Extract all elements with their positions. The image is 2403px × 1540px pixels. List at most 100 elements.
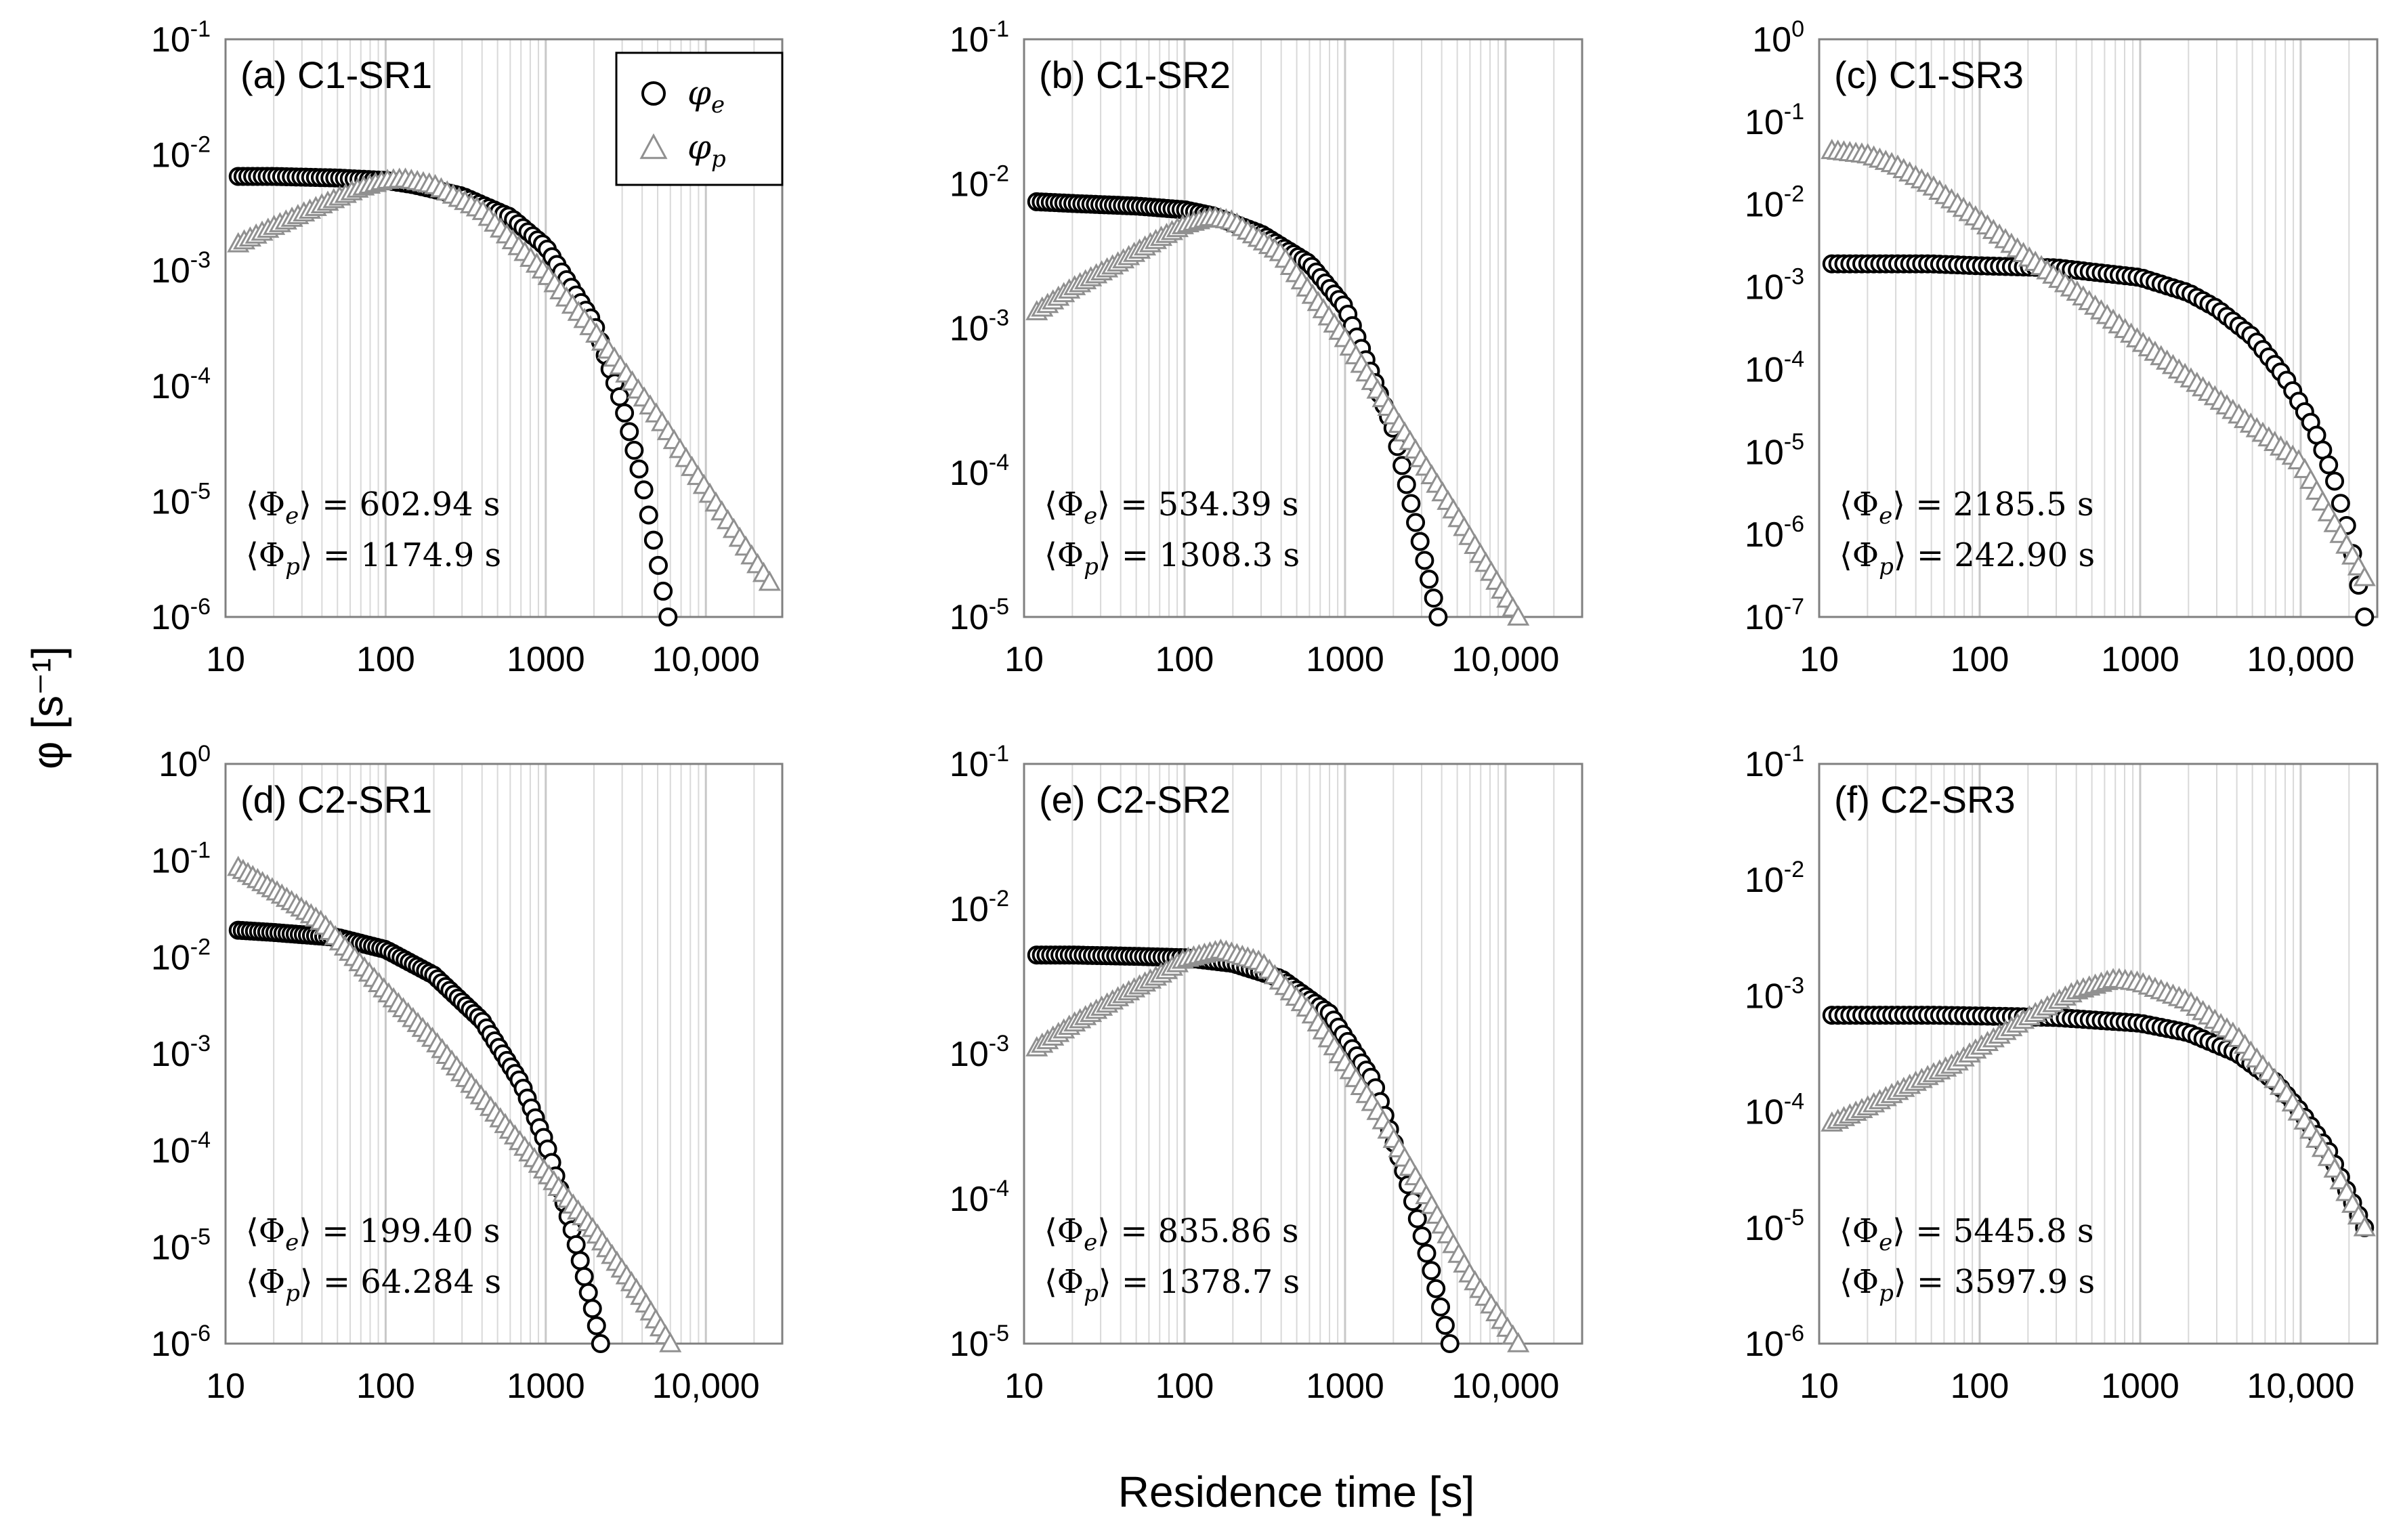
y-tick-label: 10-3 [950, 1031, 1009, 1074]
series-phi-p [227, 855, 682, 1352]
x-tick-label: 10,000 [652, 1367, 760, 1406]
chart-panel-6: 10 100 1000 10,000 10-6 10-5 10-4 10-3 10-2 10-1 (… [1745, 741, 2379, 1406]
data-point-phi-e [1397, 475, 1416, 494]
data-point-phi-e [578, 1283, 598, 1302]
data-point-phi-e [1407, 1209, 1427, 1228]
y-tick-label: 10-3 [1745, 972, 1804, 1016]
data-point-phi-e [1428, 607, 1448, 626]
mean-annotation-p: ⟨Φp⟩ = 64.284 s [246, 1263, 501, 1307]
mean-annotation-p: ⟨Φp⟩ = 3597.9 s [1840, 1263, 2095, 1307]
data-point-phi-e [1417, 1243, 1437, 1263]
x-tick-label: 1000 [2101, 640, 2179, 679]
x-tick-label: 1000 [1306, 640, 1384, 679]
series-phi-p [1821, 968, 2376, 1237]
data-point-phi-e [1426, 1279, 1446, 1298]
y-tick-label: 10-4 [151, 1128, 211, 1171]
legend-label-phi_e: φe [687, 73, 725, 119]
x-tick-label: 10 [1800, 640, 1839, 679]
x-tick-label: 1000 [507, 640, 585, 679]
chart-panel-4: 10 100 1000 10,000 10-6 10-5 10-4 10-3 10-2 10-1 1… [151, 741, 784, 1406]
y-tick-label: 10-2 [1745, 857, 1804, 900]
data-point-phi-p [1507, 605, 1530, 626]
data-point-phi-e [582, 1299, 602, 1319]
legend-label-phi_p: φp [687, 127, 726, 173]
y-tick-label: 10-2 [950, 161, 1009, 204]
y-tick-label: 10-3 [151, 247, 211, 291]
panel-title: (a) C1-SR1 [240, 54, 432, 96]
y-tick-label: 10-2 [1745, 181, 1804, 225]
data-point-phi-p [2353, 565, 2376, 586]
x-tick-label: 100 [356, 1367, 415, 1406]
x-tick-label: 10,000 [1451, 1367, 1559, 1406]
mean-annotation-e: ⟨Φe⟩ = 835.86 s [1044, 1212, 1299, 1256]
y-tick-label: 10-6 [1745, 1321, 1804, 1364]
data-point-phi-e [1392, 456, 1412, 475]
chart-panel-3: 10 100 1000 10,000 10-7 10-6 10-5 10-4 10-3 10-2 1… [1745, 16, 2379, 679]
data-point-phi-e [2325, 471, 2345, 491]
plot-frame [1818, 763, 2379, 1345]
legend-box [615, 51, 784, 186]
data-point-phi-p [2353, 1216, 2376, 1237]
x-tick-label: 1000 [507, 1367, 585, 1406]
data-point-phi-e [629, 459, 649, 479]
y-axis-title: φ [s⁻¹] [23, 646, 72, 769]
plot-frame [1023, 763, 1583, 1345]
x-tick-label: 10,000 [2247, 1367, 2354, 1406]
legend: φe φp [615, 51, 784, 186]
y-tick-label: 10-5 [1745, 1205, 1804, 1248]
data-point-phi-e [1422, 1261, 1441, 1281]
x-tick-label: 1000 [2101, 1367, 2179, 1406]
y-tick-label: 10-1 [950, 741, 1009, 784]
data-point-phi-e [1440, 1334, 1460, 1353]
data-point-phi-e [2331, 494, 2350, 513]
plot-frame [1818, 38, 2379, 618]
data-point-phi-e [1415, 551, 1434, 570]
x-tick-label: 10 [206, 1367, 245, 1406]
y-tick-label: 10-3 [151, 1031, 211, 1074]
series-phi-p [1821, 139, 2376, 586]
legend-circle-icon [641, 81, 666, 106]
data-point-phi-e [649, 555, 668, 575]
data-point-phi-e [570, 1251, 590, 1270]
y-tick-label: 10-5 [151, 478, 211, 521]
x-tick-label: 100 [1155, 1367, 1214, 1406]
mean-annotation-p: ⟨Φp⟩ = 242.90 s [1840, 536, 2095, 580]
data-point-phi-p [659, 1331, 682, 1352]
y-tick-label: 10-6 [151, 1321, 211, 1364]
y-tick-label: 10-2 [151, 132, 211, 175]
y-tick-label: 10-1 [151, 838, 211, 881]
data-point-phi-e [1424, 589, 1443, 608]
panel-title: (b) C1-SR2 [1039, 54, 1231, 96]
mean-annotation-e: ⟨Φe⟩ = 2185.5 s [1840, 486, 2094, 530]
y-tick-label: 10-5 [950, 1321, 1009, 1364]
data-point-phi-e [658, 607, 678, 626]
y-tick-label: 100 [158, 741, 211, 784]
data-point-phi-e [639, 505, 658, 525]
data-point-phi-e [587, 1316, 606, 1335]
y-tick-label: 10-4 [1745, 1089, 1804, 1132]
data-point-phi-e [2319, 455, 2339, 475]
data-point-phi-e [610, 387, 629, 406]
x-tick-label: 100 [1155, 640, 1214, 679]
y-tick-label: 10-1 [151, 16, 211, 60]
series-phi-p [1025, 938, 1530, 1352]
data-point-phi-e [654, 581, 673, 601]
series-phi-p [227, 167, 781, 591]
panel-title: (e) C2-SR2 [1039, 778, 1231, 821]
mean-annotation-e: ⟨Φe⟩ = 602.94 s [246, 486, 501, 530]
x-tick-label: 100 [356, 640, 415, 679]
data-point-phi-e [1420, 570, 1439, 589]
data-point-phi-e [1406, 513, 1426, 532]
data-point-phi-e [591, 1334, 610, 1353]
y-tick-label: 10-1 [950, 16, 1009, 60]
y-tick-label: 10-3 [950, 305, 1009, 349]
y-tick-label: 10-7 [1745, 594, 1804, 637]
y-tick-label: 10-4 [151, 363, 211, 406]
panels: 10 100 1000 10,000 10-6 10-5 10-4 10-3 10-2 10-1 (… [151, 16, 2379, 1406]
x-axis-title: Residence time [s] [1118, 1468, 1474, 1516]
y-tick-label: 10-3 [1745, 264, 1804, 307]
y-tick-label: 10-4 [950, 450, 1009, 493]
data-point-phi-e [1435, 1315, 1455, 1335]
panel-title: (d) C2-SR1 [240, 778, 432, 821]
